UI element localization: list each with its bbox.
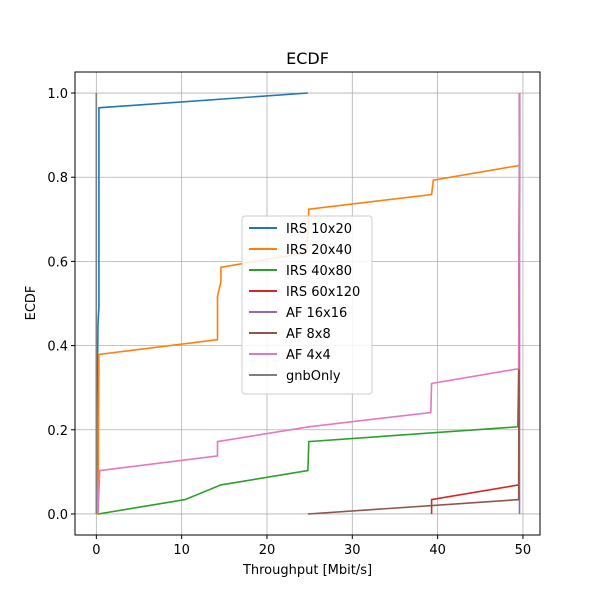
y-tick-label: 1.0 [47, 87, 68, 102]
legend-label: IRS 40x80 [286, 264, 352, 279]
x-tick-label: 0 [92, 543, 100, 558]
legend-box [241, 215, 373, 395]
legend-label: AF 16x16 [286, 306, 347, 321]
y-tick-label: 0.8 [47, 171, 68, 186]
y-axis-ticks: 0.0 0.2 0.4 0.6 0.8 1.0 [47, 87, 75, 523]
legend-label: AF 8x8 [286, 327, 331, 342]
x-tick-label: 50 [515, 543, 532, 558]
legend: IRS 10x20 IRS 20x40 IRS 40x80 IRS 60x120 AF … [241, 215, 373, 395]
legend-label: IRS 60x120 [286, 285, 360, 300]
y-tick-label: 0.4 [47, 340, 68, 355]
y-tick-label: 0.0 [47, 508, 68, 523]
series-line-af-4x4 [97, 92, 521, 515]
x-tick-label: 30 [344, 543, 361, 558]
plot-frame [74, 71, 541, 536]
chart-title: ECDF [286, 49, 329, 68]
x-tick-label: 40 [429, 543, 446, 558]
series-lines [95, 92, 521, 515]
series-line-irs-20x40 [96, 93, 521, 515]
legend-label: AF 4x4 [286, 348, 331, 363]
x-axis-label: Throughput [Mbit/s] [242, 563, 372, 578]
x-tick-label: 20 [259, 543, 276, 558]
legend-label: IRS 20x40 [286, 243, 352, 258]
x-tick-label: 10 [173, 543, 190, 558]
y-tick-label: 0.6 [47, 255, 68, 270]
legend-label: IRS 10x20 [286, 222, 352, 237]
legend-label: gnbOnly [286, 369, 341, 384]
y-tick-label: 0.2 [47, 424, 68, 439]
y-axis-label: ECDF [24, 286, 39, 321]
x-axis-ticks: 0 10 20 30 40 50 [92, 535, 531, 558]
